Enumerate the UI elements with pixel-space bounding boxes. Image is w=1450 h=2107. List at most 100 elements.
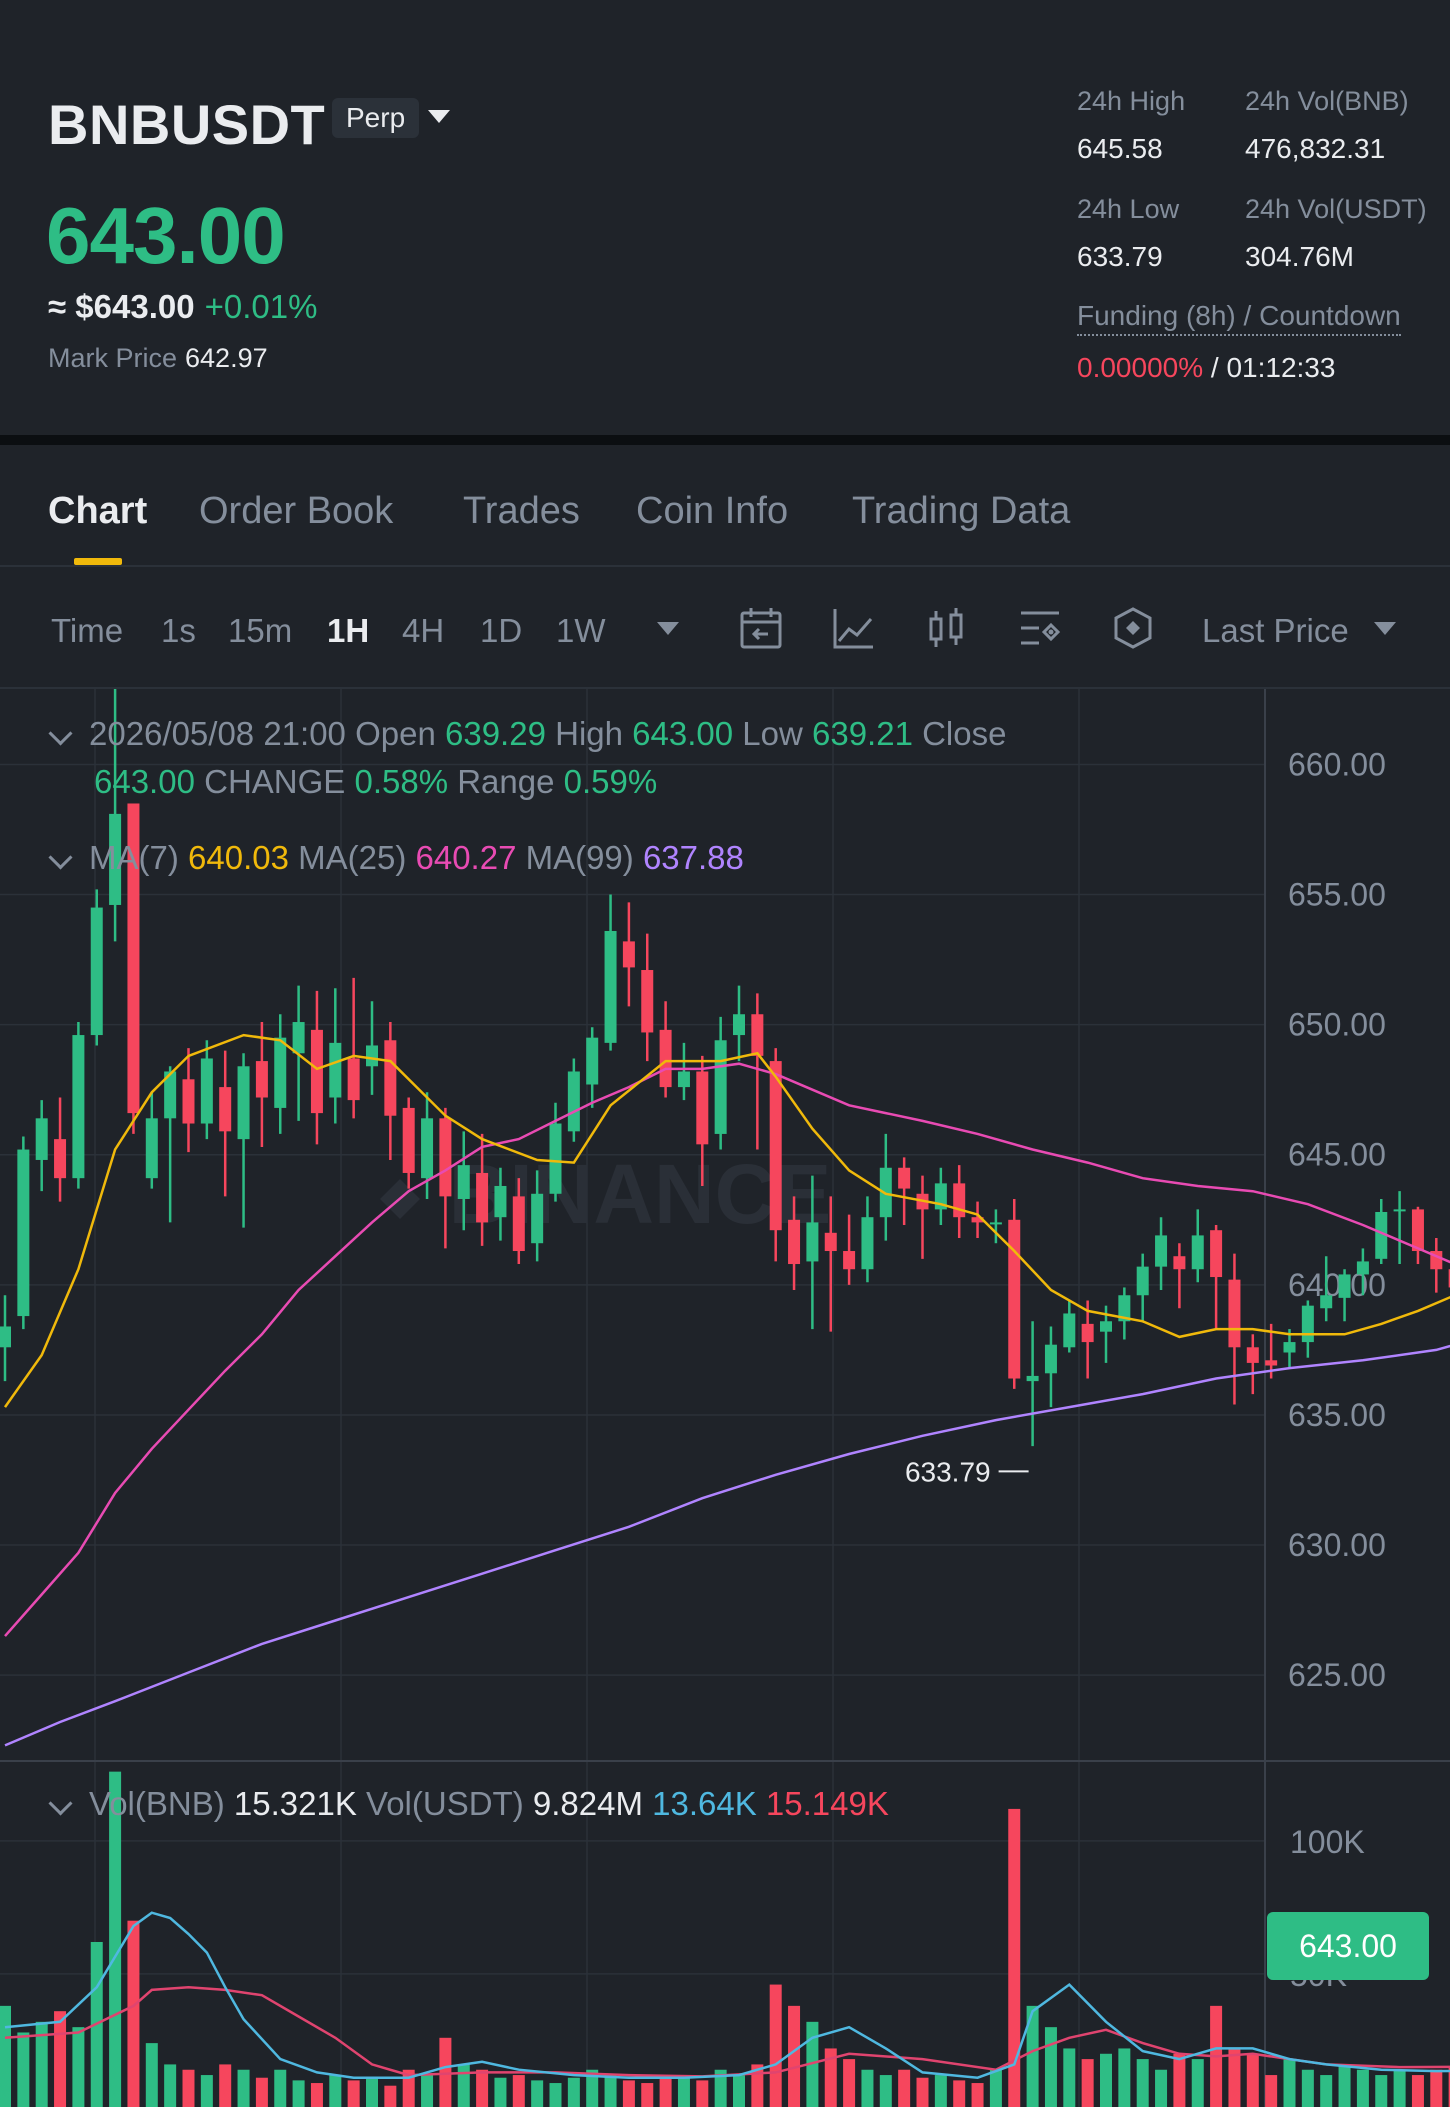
low-label: Low	[742, 715, 803, 752]
candle-body	[898, 1167, 911, 1189]
candle-body	[989, 1222, 1002, 1225]
timeframe-15m[interactable]: 15m	[228, 612, 293, 649]
volume-bar	[127, 1920, 140, 2107]
candle-body	[512, 1196, 525, 1252]
candle-body	[1320, 1295, 1333, 1309]
candle-body	[366, 1045, 378, 1067]
timeframe-1w[interactable]: 1W	[556, 612, 606, 649]
high-label: High	[555, 715, 623, 752]
volume-bar	[200, 2075, 213, 2107]
candle-body	[421, 1118, 434, 1179]
timeframe-4h[interactable]: 4H	[402, 612, 445, 649]
high-24h-value: 645.58	[1077, 133, 1163, 164]
mark-price-value: 642.97	[185, 343, 268, 373]
toolbar-divider	[0, 687, 1450, 689]
hexagon-icon[interactable]	[1110, 605, 1156, 651]
volume-bar	[1100, 2053, 1112, 2107]
range-value: 0.59%	[563, 763, 658, 800]
symbol-dropdown-icon[interactable]	[428, 110, 450, 123]
candlestick-chart[interactable]: BINANCE 660.00 655.00 650.00 645.00 640.00 635…	[0, 689, 1450, 2107]
volume-bar	[549, 2083, 562, 2107]
timeframe-time[interactable]: Time	[51, 612, 124, 649]
chart-area[interactable]: BINANCE 660.00 655.00 650.00 645.00 640.00 635…	[0, 689, 1450, 2107]
tabs-divider	[0, 565, 1450, 567]
candle-body	[274, 1037, 287, 1108]
tab-coin-info[interactable]: Coin Info	[636, 490, 789, 532]
candle-body	[861, 1217, 874, 1270]
section-divider	[0, 435, 1450, 445]
candle-body	[402, 1107, 415, 1173]
ma25-value: 640.27	[415, 839, 517, 876]
candle-body	[219, 1087, 232, 1132]
candle-body	[531, 1193, 544, 1244]
volume-bar	[1246, 2053, 1259, 2107]
candle-body	[145, 1118, 158, 1179]
change-label: CHANGE	[204, 763, 346, 800]
volume-axis-label: 100K	[1290, 1824, 1365, 1860]
timeframe-1d[interactable]: 1D	[480, 612, 523, 649]
high-24h-label: 24h High	[1077, 86, 1186, 116]
volume-bar	[1356, 2069, 1369, 2107]
volume-bar	[255, 2077, 268, 2107]
timeframe-1s[interactable]: 1s	[161, 612, 196, 649]
vol-collapse-chevron-icon[interactable]	[48, 1791, 73, 1816]
candle-body	[586, 1037, 599, 1085]
tab-trading-data[interactable]: Trading Data	[852, 490, 1071, 532]
volume-bar	[384, 2085, 397, 2107]
candle-body	[127, 803, 140, 1114]
ma99-label: MA(99)	[525, 839, 634, 876]
funding-separator: /	[1203, 352, 1227, 383]
funding-label[interactable]: Funding (8h) / Countdown	[1077, 300, 1401, 336]
candle-body	[1210, 1230, 1223, 1278]
ma-collapse-chevron-icon[interactable]	[48, 845, 73, 870]
candlestick-icon[interactable]	[924, 605, 970, 651]
candle-body	[1118, 1295, 1131, 1322]
candle-body	[90, 907, 103, 1036]
volume-ma5-line	[4, 1911, 1450, 2079]
candle-body	[164, 1071, 177, 1119]
candle-body	[1081, 1323, 1094, 1343]
candle-info-line1: 2026/05/08 21:00 Open 639.29 High 643.00…	[48, 715, 1006, 753]
min-price-label: 633.79	[905, 1456, 991, 1487]
volume-bar	[677, 2075, 690, 2107]
timeframe-1h[interactable]: 1H	[327, 612, 370, 649]
vol-usdt-label: Vol(USDT)	[366, 1785, 524, 1822]
usd-price-line: ≈ $643.00 +0.01%	[48, 288, 317, 326]
symbol-name[interactable]: BNBUSDT	[48, 93, 326, 156]
contract-type-badge[interactable]: Perp	[332, 98, 420, 138]
candle-body	[696, 1071, 709, 1145]
calendar-icon[interactable]	[738, 605, 784, 651]
tab-chart[interactable]: Chart	[48, 490, 148, 532]
funding-countdown: 01:12:33	[1226, 352, 1336, 383]
line-chart-icon[interactable]	[831, 605, 877, 651]
candle-body	[494, 1185, 507, 1218]
change-value: 0.58%	[354, 763, 449, 800]
mark-price-line: Mark Price 642.97	[48, 343, 268, 374]
candle-body	[1026, 1375, 1039, 1382]
volume-bar	[934, 2075, 947, 2107]
price-axis-label: 625.00	[1288, 1657, 1386, 1693]
volume-bar	[310, 2083, 323, 2107]
ma7-value: 640.03	[188, 839, 289, 876]
collapse-chevron-icon[interactable]	[48, 721, 73, 746]
candle-body	[457, 1165, 470, 1199]
candle-body	[622, 941, 635, 968]
price-type-dropdown-icon[interactable]	[1374, 622, 1396, 635]
candle-body	[200, 1058, 213, 1124]
volume-bar	[861, 2069, 874, 2107]
candle-body	[677, 1071, 690, 1088]
indicator-settings-icon[interactable]	[1017, 605, 1063, 651]
volume-bar	[659, 2077, 672, 2107]
volume-bar	[145, 2043, 158, 2107]
ma99-value: 637.88	[642, 839, 744, 876]
timeframe-more-icon[interactable]	[657, 622, 679, 635]
volume-bar	[494, 2077, 507, 2107]
candle-body	[806, 1222, 819, 1262]
vol-usdt-24h-value: 304.76M	[1245, 241, 1354, 272]
candle-body	[1393, 1209, 1406, 1212]
tab-order-book[interactable]: Order Book	[199, 490, 394, 532]
candle-body	[1044, 1344, 1057, 1374]
candle-body	[641, 970, 654, 1033]
price-type-select[interactable]: Last Price	[1202, 612, 1349, 649]
tab-trades[interactable]: Trades	[463, 490, 580, 532]
